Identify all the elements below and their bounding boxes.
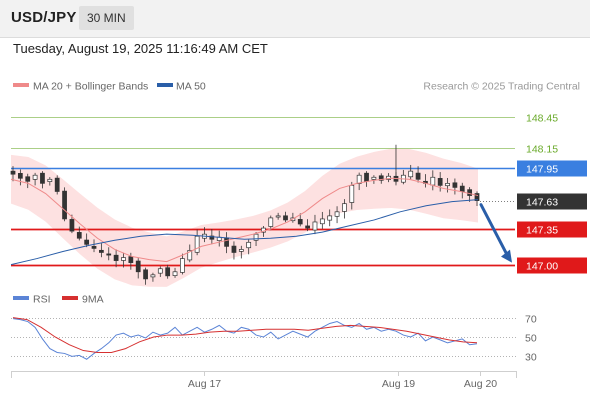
candle-body bbox=[437, 178, 443, 186]
time-label-aug-20: Aug 20 bbox=[464, 378, 497, 390]
level-tag-147.35 bbox=[517, 221, 587, 238]
level-label-147.95: 147.95 bbox=[526, 164, 558, 176]
candle-body bbox=[194, 235, 200, 253]
candle-body bbox=[467, 189, 473, 196]
candle-body bbox=[165, 267, 171, 277]
price-legend: MA 20 + Bollinger Bands MA 50 Research ©… bbox=[13, 81, 580, 93]
rsi-tick-30: 30 bbox=[525, 352, 537, 364]
candle-body bbox=[76, 232, 82, 239]
candle-body bbox=[327, 215, 333, 221]
candle-body bbox=[445, 183, 450, 187]
candle-body bbox=[113, 254, 119, 261]
candle-body bbox=[452, 182, 458, 188]
time-label-aug-19: Aug 19 bbox=[382, 378, 415, 390]
candle-body bbox=[150, 274, 156, 278]
time-label-aug-17: Aug 17 bbox=[188, 378, 221, 390]
candle-body bbox=[135, 260, 141, 273]
candle-body bbox=[40, 172, 45, 184]
candle-body bbox=[32, 174, 38, 180]
price-panel: 148.45 148.15 147.95 147.35 147.00 147.63 bbox=[10, 113, 587, 287]
credit-text: Research © 2025 Trading Central bbox=[423, 81, 580, 93]
candle-body bbox=[172, 271, 178, 276]
candle-body bbox=[143, 269, 148, 280]
projection-arrow-shaft bbox=[479, 203, 510, 259]
candle-body bbox=[180, 258, 185, 273]
ma20-line bbox=[10, 177, 479, 263]
candle-body bbox=[275, 215, 281, 218]
candle-body bbox=[334, 211, 340, 217]
candle-body bbox=[91, 246, 97, 249]
candle-body bbox=[305, 225, 310, 229]
candle-body bbox=[84, 239, 90, 245]
candle-body bbox=[238, 249, 244, 252]
rsi-legend-label: RSI bbox=[33, 294, 51, 306]
symbol-label: USD/JPY bbox=[11, 9, 77, 26]
candle-body bbox=[25, 176, 31, 182]
candle-body bbox=[121, 257, 126, 261]
timeframe-badge[interactable]: 30 MIN bbox=[79, 6, 134, 30]
candle-body bbox=[297, 219, 303, 225]
level-label-147.35: 147.35 bbox=[526, 225, 558, 237]
rsi-tick-70: 70 bbox=[525, 314, 537, 326]
rsi-ma-legend-label: 9MA bbox=[82, 294, 104, 306]
candle-body bbox=[430, 176, 436, 186]
level-tag-147.00 bbox=[517, 257, 587, 274]
candle-body bbox=[17, 173, 23, 179]
candle-body bbox=[99, 249, 104, 253]
current-price-tag bbox=[517, 193, 587, 210]
candle-body bbox=[474, 193, 480, 201]
header-bar: USD/JPY 30 MIN bbox=[0, 0, 590, 38]
ma20-legend-label: MA 20 + Bollinger Bands bbox=[33, 81, 148, 93]
level-label-147.00: 147.00 bbox=[526, 261, 558, 273]
candle-body bbox=[371, 176, 377, 180]
level-label-148.15: 148.15 bbox=[526, 144, 558, 156]
rsi-legend-swatch bbox=[13, 296, 29, 300]
candle-body bbox=[378, 175, 384, 181]
candle-body bbox=[69, 219, 75, 232]
candle-body bbox=[415, 172, 421, 180]
level-tag-147.95 bbox=[517, 160, 587, 177]
rsi-ma-legend-swatch bbox=[62, 296, 78, 300]
candle-body bbox=[47, 178, 53, 182]
candle-body bbox=[319, 218, 325, 225]
rsi-tick-50: 50 bbox=[525, 333, 537, 345]
rsi-line bbox=[12, 318, 478, 360]
candle-body bbox=[209, 235, 215, 240]
current-price-label: 147.63 bbox=[526, 197, 558, 209]
candle-body bbox=[268, 217, 274, 227]
candle-body bbox=[364, 172, 369, 182]
candle-body bbox=[408, 170, 414, 178]
ma50-line bbox=[10, 199, 479, 266]
candle-body bbox=[10, 170, 16, 175]
candle-body bbox=[54, 177, 60, 192]
candle-body bbox=[342, 203, 347, 212]
candle-body bbox=[106, 253, 112, 256]
candle-body bbox=[459, 185, 465, 192]
candle-body bbox=[253, 233, 259, 241]
candle-body bbox=[224, 237, 229, 247]
ma50-legend-label: MA 50 bbox=[176, 81, 206, 93]
time-axis: Aug 17 Aug 19 Aug 20 bbox=[11, 371, 517, 390]
rsi-legend: RSI 9MA bbox=[13, 294, 104, 306]
rsi-panel: 70 50 30 bbox=[11, 314, 537, 364]
projection-arrow-head bbox=[501, 249, 512, 263]
candle-body bbox=[283, 215, 288, 221]
candle-body bbox=[187, 250, 193, 261]
candle-body bbox=[62, 190, 67, 220]
ma20-legend-swatch bbox=[13, 83, 29, 87]
rsi-ma-line bbox=[12, 317, 478, 353]
candle-body bbox=[312, 221, 318, 231]
candle-body bbox=[231, 245, 237, 253]
ma50-legend-swatch bbox=[157, 83, 173, 87]
candle-body bbox=[356, 174, 362, 184]
chart-datetime: Tuesday, August 19, 2025 11:16:49 AM CET bbox=[13, 41, 268, 56]
candle-body bbox=[128, 256, 134, 263]
level-label-148.45: 148.45 bbox=[526, 113, 558, 125]
candle-body bbox=[349, 185, 355, 203]
candle-body bbox=[246, 241, 252, 249]
candle-body bbox=[157, 268, 163, 274]
